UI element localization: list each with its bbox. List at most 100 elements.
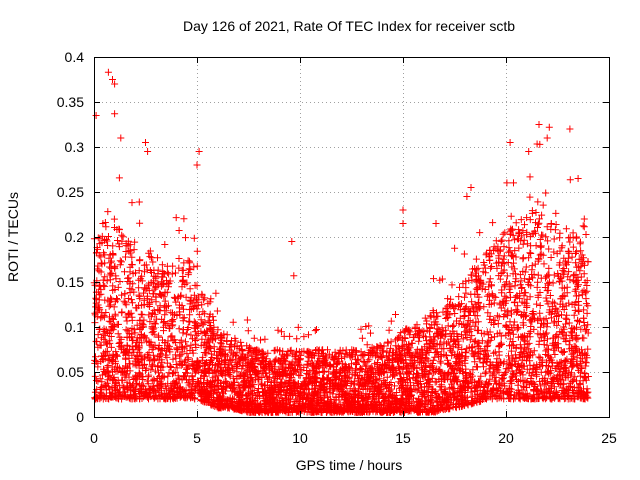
data-point (573, 354, 581, 362)
data-point (481, 370, 489, 378)
data-point (398, 365, 406, 373)
data-point (163, 262, 171, 270)
data-point (315, 369, 323, 376)
data-point (173, 364, 181, 372)
data-point (180, 215, 188, 223)
data-point (244, 327, 252, 335)
data-point (113, 387, 121, 394)
data-point (187, 341, 195, 349)
data-point (179, 329, 187, 337)
data-point (387, 344, 395, 352)
data-point (582, 359, 590, 367)
data-point (284, 385, 292, 393)
data-point (536, 302, 544, 309)
data-point (472, 269, 480, 277)
data-point (135, 284, 143, 292)
data-point (397, 329, 405, 337)
data-point (193, 331, 201, 339)
data-point (443, 340, 450, 348)
data-point (572, 234, 580, 242)
data-point (545, 264, 553, 272)
data-point (182, 338, 189, 346)
data-point (550, 334, 558, 342)
data-point (422, 350, 430, 358)
data-point (186, 311, 194, 319)
data-point (483, 292, 491, 300)
data-point (175, 255, 183, 262)
data-point (121, 290, 129, 298)
data-point (572, 250, 579, 257)
data-point (499, 230, 507, 238)
data-point (494, 320, 502, 328)
data-point (365, 356, 373, 364)
data-point (135, 302, 143, 310)
data-point (155, 332, 163, 340)
data-point (444, 295, 452, 303)
data-point (173, 312, 181, 319)
data-point (269, 370, 277, 378)
data-point (560, 284, 568, 292)
data-point (150, 324, 158, 332)
data-point (363, 341, 371, 349)
data-point (193, 247, 201, 255)
data-point (136, 256, 144, 264)
data-point (420, 327, 428, 335)
data-point (303, 360, 311, 368)
data-point (179, 273, 187, 280)
data-point (523, 231, 531, 239)
data-point (394, 334, 402, 342)
data-point (184, 271, 192, 279)
data-point (116, 342, 124, 350)
data-point (511, 282, 519, 290)
data-point (455, 341, 463, 349)
data-point (519, 255, 527, 263)
data-point (508, 226, 516, 234)
data-point (553, 321, 561, 329)
data-point (570, 300, 578, 308)
data-point (325, 350, 333, 358)
data-point (217, 332, 225, 340)
data-point (293, 335, 301, 343)
data-point (448, 281, 456, 289)
data-point (182, 293, 190, 301)
data-point (497, 237, 505, 245)
data-point (116, 278, 124, 285)
data-point (138, 277, 146, 285)
data-point (411, 325, 419, 332)
data-point (507, 212, 515, 220)
data-point (485, 291, 493, 299)
data-point (486, 315, 494, 323)
data-point (202, 360, 210, 368)
data-point (119, 233, 127, 241)
data-point (535, 353, 543, 361)
data-point (359, 351, 367, 359)
data-point (492, 237, 500, 245)
data-point (211, 372, 219, 380)
data-point (401, 335, 409, 342)
data-point (579, 222, 587, 230)
data-point (136, 295, 144, 303)
data-point (385, 352, 393, 360)
data-point (532, 242, 540, 250)
data-point (580, 223, 588, 231)
data-point (469, 366, 477, 374)
data-point (128, 199, 136, 207)
data-point (561, 357, 569, 364)
data-point (158, 261, 166, 269)
data-point (571, 278, 579, 286)
data-point (516, 341, 524, 349)
data-point (429, 356, 437, 364)
data-point (229, 318, 237, 326)
data-point (118, 308, 126, 316)
data-point (115, 243, 123, 251)
data-point (203, 327, 211, 335)
data-point (523, 304, 531, 311)
data-point (92, 377, 100, 384)
data-point (507, 347, 515, 355)
data-point (367, 329, 374, 337)
data-point (151, 367, 159, 375)
data-point (189, 335, 196, 343)
data-point (458, 346, 466, 353)
data-point (532, 365, 540, 373)
